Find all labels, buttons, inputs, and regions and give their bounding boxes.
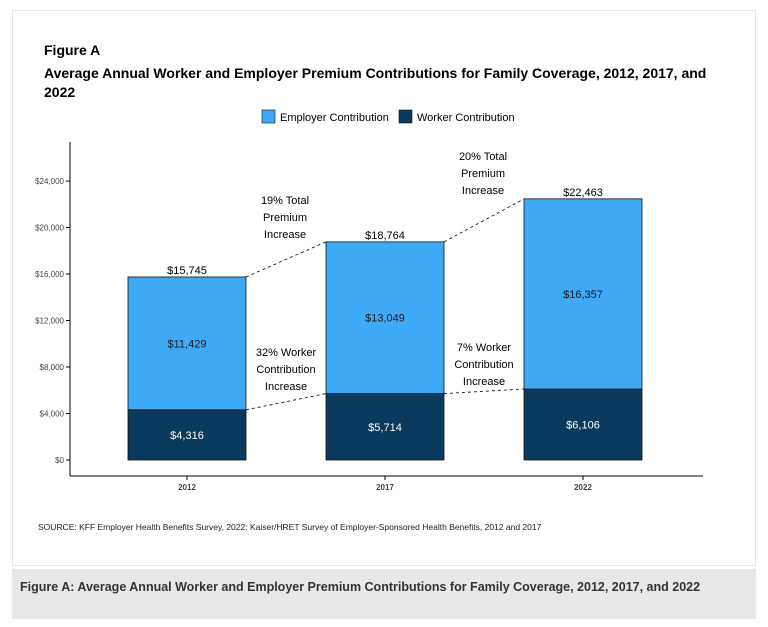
connector-worker-1: [443, 388, 525, 394]
bar-employer-2017: [325, 241, 445, 394]
label-total-2017: $18,764: [365, 230, 405, 242]
connector-total-0: [245, 241, 327, 278]
y-tick-label: $8,000: [40, 363, 65, 372]
label-worker-2012: $4,316: [170, 430, 204, 442]
legend-label-1: Worker Contribution: [417, 112, 515, 124]
annotation-1-line-2: Increase: [462, 185, 504, 197]
y-tick-label: $16,000: [35, 270, 64, 279]
bar-worker-2012: [127, 409, 247, 461]
label-total-2012: $15,745: [167, 265, 207, 277]
figure-caption: Figure A: Average Annual Worker and Empl…: [12, 569, 756, 619]
bar-employer-2022: [523, 198, 643, 390]
annotation-0-line-0: 19% Total: [261, 195, 309, 207]
y-tick-label: $0: [55, 456, 64, 465]
x-tick-label: 2012: [178, 483, 196, 492]
annotation-3-line-1: Contribution: [454, 359, 513, 371]
annotation-0-line-2: Increase: [264, 229, 306, 241]
figure-label: Figure A: [44, 42, 101, 58]
label-total-2022: $22,463: [563, 187, 603, 199]
y-tick-label: $12,000: [35, 317, 64, 326]
annotation-2-line-2: Increase: [265, 381, 307, 393]
bar-worker-2017: [325, 393, 445, 461]
x-tick-label: 2022: [574, 483, 592, 492]
label-worker-2017: $5,714: [368, 422, 402, 434]
annotation-3-line-0: 7% Worker: [457, 342, 512, 354]
y-tick-label: $24,000: [35, 177, 64, 186]
figure-title: Average Annual Worker and Employer Premi…: [44, 65, 707, 100]
label-employer-2022: $16,357: [563, 289, 603, 301]
annotation-3-line-2: Increase: [463, 376, 505, 388]
bar-worker-2022: [523, 388, 643, 461]
legend-swatch-0: [261, 109, 276, 124]
y-tick-label: $4,000: [40, 410, 65, 419]
annotation-2-line-0: 32% Worker: [256, 347, 317, 359]
label-worker-2022: $6,106: [566, 420, 600, 432]
connector-worker-0: [245, 393, 327, 411]
y-tick-label: $20,000: [35, 224, 64, 233]
x-tick-label: 2017: [376, 483, 394, 492]
legend-swatch-1: [398, 109, 413, 124]
annotation-0-line-1: Premium: [263, 212, 307, 224]
annotation-2-line-1: Contribution: [256, 364, 315, 376]
annotation-1-line-0: 20% Total: [459, 151, 507, 163]
legend-label-0: Employer Contribution: [280, 112, 389, 124]
source-note: SOURCE: KFF Employer Health Benefits Sur…: [38, 522, 542, 532]
connector-total-1: [443, 198, 525, 243]
label-employer-2017: $13,049: [365, 313, 405, 325]
label-employer-2012: $11,429: [168, 338, 207, 350]
bar-employer-2012: [127, 276, 247, 411]
annotation-1-line-1: Premium: [461, 168, 505, 180]
